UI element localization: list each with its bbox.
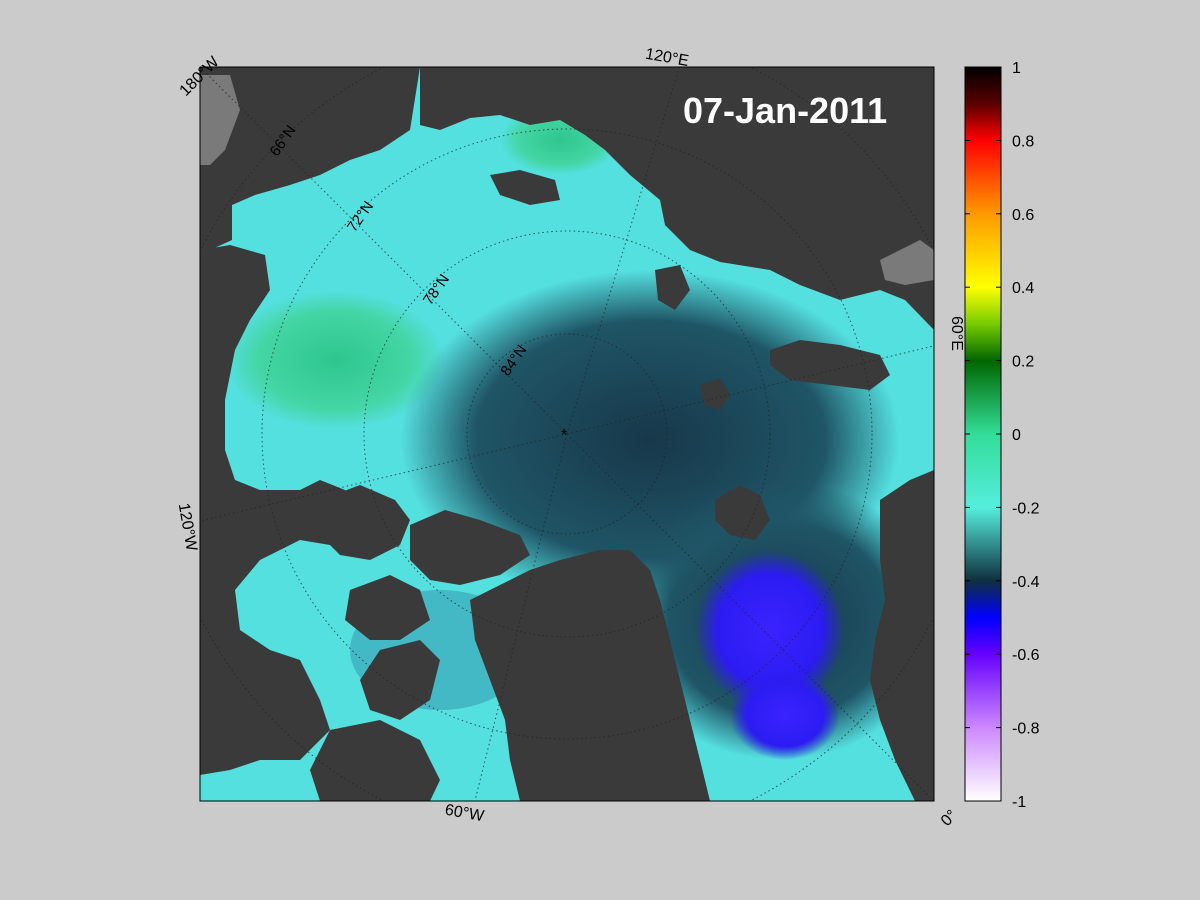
positive-anomaly-region: [225, 290, 445, 430]
date-label: 07-Jan-2011: [683, 90, 887, 131]
lon-label-0: 0°: [938, 807, 961, 830]
land-island: [345, 575, 430, 640]
land-island: [320, 485, 410, 560]
lon-label-120e: 120°E: [644, 46, 690, 70]
colorbar-tick-label: 0.6: [1012, 207, 1034, 224]
latitude-circle-84: [466, 333, 668, 535]
meridian-0: [566, 433, 934, 801]
land-island: [360, 640, 440, 720]
colorbar-tick-label: -0.4: [1012, 574, 1040, 591]
graticule: [200, 67, 934, 801]
colorbar-tick-label: -0.8: [1012, 721, 1040, 738]
strong-negative-anomaly: [695, 550, 845, 710]
colorbar-tick-label: -0.2: [1012, 500, 1040, 517]
colorbar-tick-label: 0: [1012, 427, 1021, 444]
land-greenland: [470, 550, 710, 801]
lon-label-60e: 60°E: [948, 316, 965, 351]
masked-area: [200, 75, 240, 165]
land-masses: [200, 67, 934, 801]
meridian-120w: [200, 433, 568, 522]
land-eurasia: [420, 67, 934, 330]
land-franz-josef: [700, 378, 730, 410]
masked-area: [880, 240, 934, 285]
colorbar-ticks: 1 0.8 0.6 0.4 0.2 0 -0.2 -0.4 -0.6 -0.8 -1: [965, 60, 1040, 811]
latitude-circle-78: [363, 230, 771, 638]
masked-land: [200, 75, 934, 285]
colorbar-tick-label: 1: [1012, 60, 1021, 77]
latitude-circle-72: [261, 128, 873, 740]
land-north-america: [200, 245, 360, 775]
land-scandinavia: [870, 470, 934, 801]
lon-label-60w: 60°W: [444, 802, 487, 826]
land-novaya-zemlya: [770, 340, 890, 390]
colorbar-tick-label: -0.6: [1012, 647, 1040, 664]
map-panel: 66°N 72°N 78°N 84°N * 07-Jan-2011: [200, 67, 934, 801]
land-severnaya-zemlya: [655, 265, 690, 310]
land-island: [310, 720, 440, 801]
colorbar-tick-label: 0.8: [1012, 133, 1034, 150]
strong-negative-anomaly: [730, 670, 840, 760]
land-svalbard: [715, 485, 770, 540]
colorbar-tick-label: 0.2: [1012, 354, 1034, 371]
land-new-siberian-islands: [490, 170, 560, 205]
colorbar-tick-label: 0.4: [1012, 280, 1034, 297]
colorbar-tick-label: -1: [1012, 794, 1026, 811]
meridian-120e: [566, 67, 680, 435]
land-alaska: [200, 67, 420, 252]
colorbar: [964, 66, 1002, 802]
land-island: [410, 510, 530, 585]
lon-label-120w: 120°W: [175, 502, 200, 553]
map-frame: [199, 66, 935, 802]
meridian-180: [200, 67, 568, 435]
north-pole-marker: *: [561, 427, 567, 444]
